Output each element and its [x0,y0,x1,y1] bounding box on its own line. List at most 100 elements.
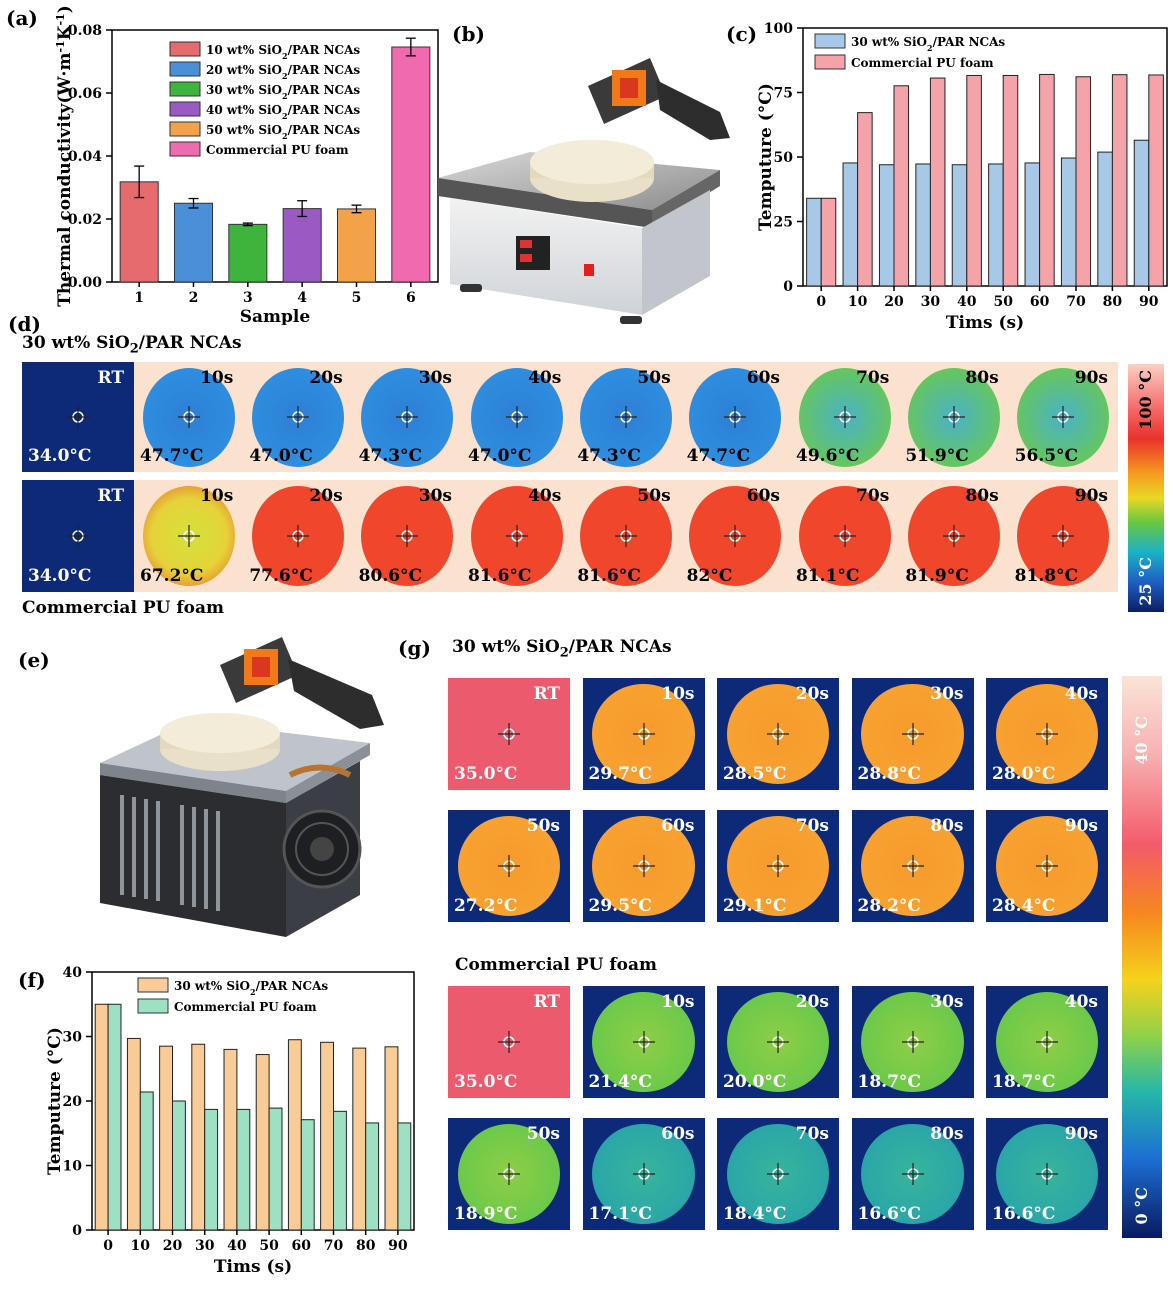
ir-cell: 50s 18.9°C [448,1118,570,1230]
bar [820,197,837,287]
crosshair-icon [498,855,520,877]
legend-entry: 30 wt% SiO2/PAR NCAs [851,35,1005,53]
y-tick-label: 50 [774,150,794,166]
temperature-label: 56.5°C [1014,446,1079,466]
ir-cell: 20s 77.6°C [243,480,353,592]
legend-swatch [169,121,201,137]
panel-d-color-scale: 100 °C 25 °C [1128,364,1164,612]
temperature-label: 81.8°C [1014,566,1079,586]
bar [333,1110,347,1231]
crosshair-icon [498,1031,520,1053]
crosshair-icon [1036,723,1058,745]
panel-label-g: (g) [398,636,431,660]
y-tick-label: 0.06 [68,86,102,102]
panel-label-f: (f) [18,968,46,992]
time-label: 30s [930,684,964,704]
bar [915,163,931,287]
time-label: 50s [526,1124,560,1144]
time-label: 20s [309,486,343,506]
x-tick-label: 50 [993,294,1013,310]
crosshair-icon [724,525,747,547]
ir-cell: 80s 16.6°C [851,1118,974,1230]
ir-cell-rt: RT 35.0°C [448,678,570,790]
bar [365,1122,380,1231]
x-tick-label: 40 [227,1238,247,1254]
x-tick-label: 6 [406,290,416,306]
legend-swatch [814,54,846,70]
time-label: 80s [930,816,964,836]
temperature-label: 29.5°C [588,896,652,916]
ir-cell: 50s 47.3°C [571,362,681,472]
x-tick-label: 5 [352,290,362,306]
bar [1039,73,1055,287]
temperature-label: 81.6°C [577,566,641,586]
ir-cell: 40s 81.6°C [462,480,572,592]
time-label: 20s [795,992,829,1012]
bar [842,162,859,287]
bar [126,1037,141,1231]
x-tick-label: 20 [163,1238,183,1254]
temperature-label: 18.7°C [992,1072,1056,1092]
temperature-label: 81.1°C [796,566,860,586]
y-tick-label: 75 [774,86,793,102]
ir-cell: 40s 18.7°C [986,986,1108,1098]
crosshair-icon [1036,1163,1058,1185]
temperature-label: 81.6°C [468,566,532,586]
temperature-label: 82°C [686,566,733,586]
legend-entry: 20 wt% SiO2/PAR NCAs [206,63,360,81]
crosshair-icon [498,1163,520,1185]
legend-swatch [169,61,201,77]
x-tick-label: 3 [243,290,253,306]
y-tick-label: 40 [63,965,83,981]
time-label: 40s [528,486,562,506]
x-tick-label: 80 [356,1238,376,1254]
bar [1075,76,1092,287]
panel-d-title: 30 wt% SiO2/PAR NCAs [22,333,242,357]
panel-d-scale-top: 100 °C [1136,370,1155,430]
x-tick-label: 60 [292,1238,312,1254]
ir-cell: 90s 81.8°C [1008,480,1118,592]
y-tick-label: 100 [764,21,793,37]
crosshair-icon [632,855,655,877]
ir-cell-rt: RT 34.0°C [22,362,134,472]
time-label: 10s [200,486,234,506]
legend-entry: 50 wt% SiO2/PAR NCAs [206,123,360,141]
crosshair-icon [614,525,637,547]
time-label: 60s [746,368,780,388]
bar [1111,74,1128,287]
temperature-label: 28.2°C [857,896,921,916]
legend-entry: 10 wt% SiO2/PAR NCAs [206,43,360,61]
bar [1148,74,1164,287]
ir-cell: 50s 81.6°C [571,480,681,592]
bar [878,164,895,287]
x-tick-label: 2 [189,290,199,306]
panel-g-grid-pu: RT 35.0°C 10s 21.4°C 20s 20.0°C 30s 18.7°C 40s 18… [448,986,1108,1238]
temperature-label: 77.6°C [249,566,313,586]
ir-cell: 30s 18.7°C [851,986,974,1098]
panel-g-grid-nca: RT 35.0°C 10s 29.7°C 20s 28.5°C 30s 28.8°C 40s 28… [448,678,1108,924]
time-label: 60s [746,486,780,506]
x-axis-label: Sample [240,307,311,325]
panel-label-d: (d) [8,312,41,336]
time-label: 90s [1064,816,1098,836]
legend-entry: Commercial PU foam [174,1000,317,1014]
crosshair-icon [396,406,419,428]
ir-cell: 40s 47.0°C [462,362,572,472]
x-tick-label: 40 [957,294,977,310]
cooling-plate-illustration [100,637,384,937]
x-tick-label: 90 [1139,294,1159,310]
time-label: 10s [200,368,234,388]
time-label: 80s [930,1124,964,1144]
crosshair-icon [177,406,200,428]
ir-cell: 70s 81.1°C [790,480,900,592]
legend-entry: 30 wt% SiO2/PAR NCAs [206,83,360,101]
time-label: 70s [795,1124,829,1144]
x-tick-label: 90 [388,1238,408,1254]
temperature-label: 47.7°C [686,446,751,466]
crosshair-icon [632,1031,655,1053]
ir-cell: 10s 47.7°C [134,362,244,472]
crosshair-icon [833,525,856,547]
bar [173,202,214,283]
bar [391,46,431,283]
time-label: 70s [795,816,829,836]
